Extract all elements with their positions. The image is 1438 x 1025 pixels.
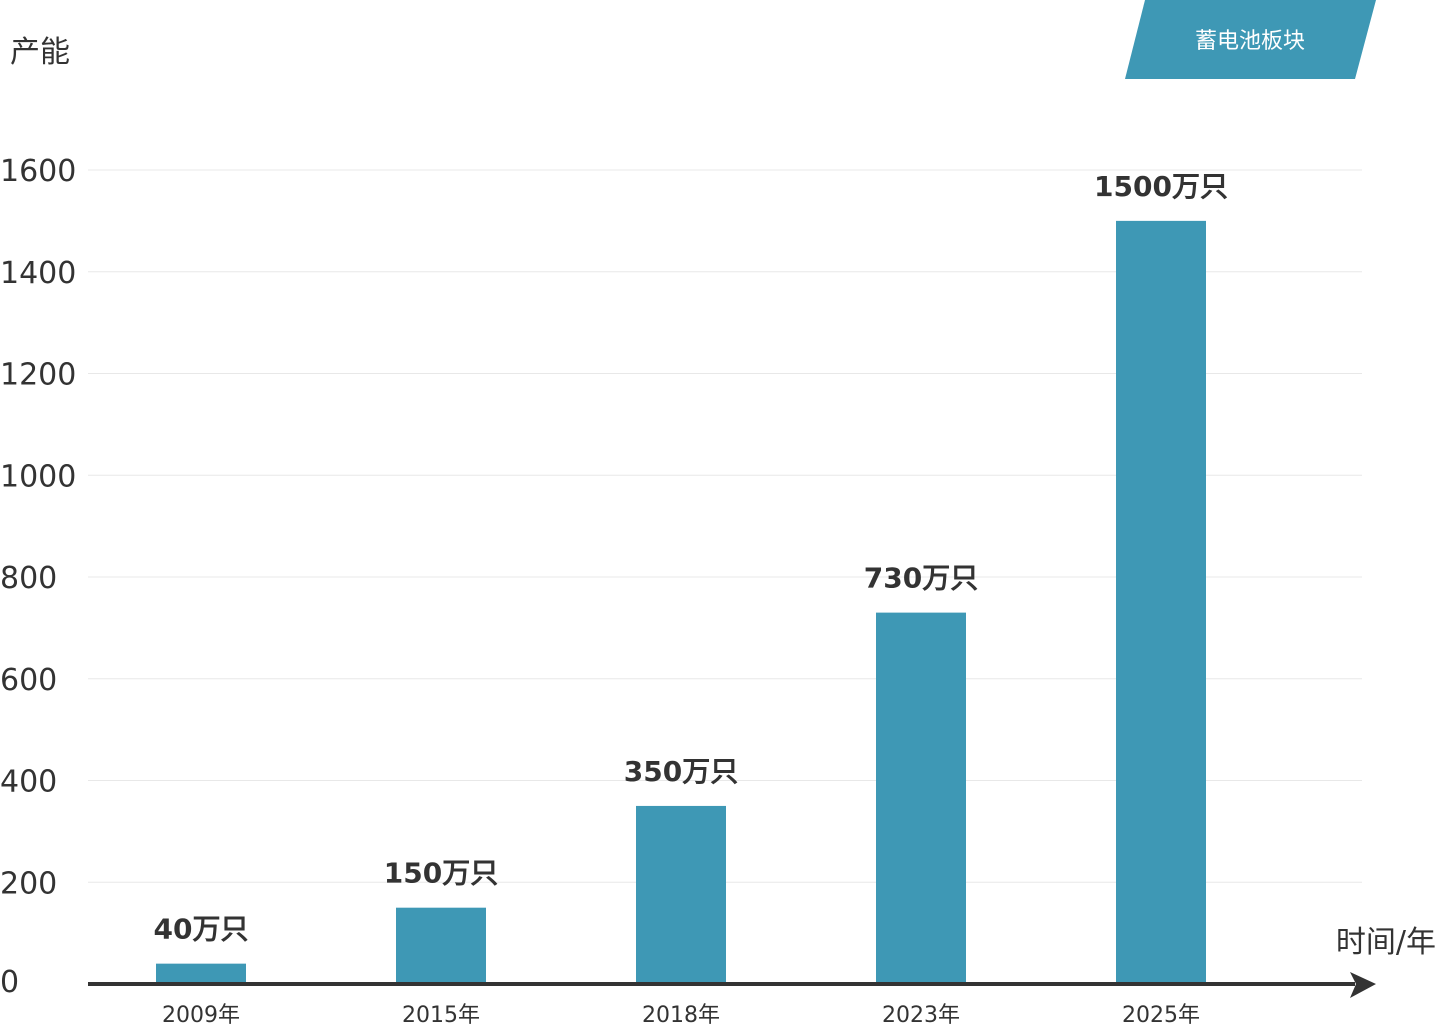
bar (1116, 220, 1206, 984)
bar-value-label: 1500万只 (1094, 170, 1228, 203)
bars (156, 220, 1206, 984)
y-tick-label: 200 (0, 866, 57, 901)
y-tick-label: 1600 (0, 154, 76, 189)
y-tick-label: 800 (0, 561, 57, 596)
x-category-label: 2009年 (162, 1003, 240, 1025)
y-tick-label: 600 (0, 663, 57, 698)
bar (156, 963, 246, 984)
bar-value-label: 730万只 (864, 562, 978, 595)
y-axis-ticks: 0 200 400 600 800 1000 1200 1400 1600 (0, 154, 76, 1000)
bar-value-label: 40万只 (154, 913, 249, 946)
badge-label: 蓄电池板块 (1195, 29, 1305, 54)
x-category-label: 2023年 (882, 1003, 960, 1025)
bar (876, 612, 966, 984)
x-category-label: 2015年 (402, 1003, 480, 1025)
x-axis-category-labels: 2009年 2015年 2018年 2023年 2025年 (162, 1003, 1200, 1025)
bar-value-label: 150万只 (384, 857, 498, 890)
badge-shape (1125, 0, 1376, 79)
bar-value-label: 350万只 (624, 755, 738, 788)
bar (636, 805, 726, 984)
section-badge: 蓄电池板块 (1125, 0, 1376, 79)
y-axis-title: 产能 (10, 35, 70, 70)
bar (396, 907, 486, 984)
x-axis-title: 时间/年 (1336, 925, 1436, 960)
y-tick-label: 1000 (0, 459, 76, 494)
gridlines (88, 169, 1362, 883)
y-tick-label: 400 (0, 765, 57, 800)
x-category-label: 2018年 (642, 1003, 720, 1025)
x-axis-arrow-icon (1350, 972, 1376, 998)
y-tick-label: 1400 (0, 256, 76, 291)
value-labels: 40万只 150万只 350万只 730万只 1500万只 (154, 170, 1228, 946)
y-tick-label: 1200 (0, 358, 76, 393)
y-tick-label: 0 (0, 965, 19, 1000)
x-category-label: 2025年 (1122, 1003, 1200, 1025)
